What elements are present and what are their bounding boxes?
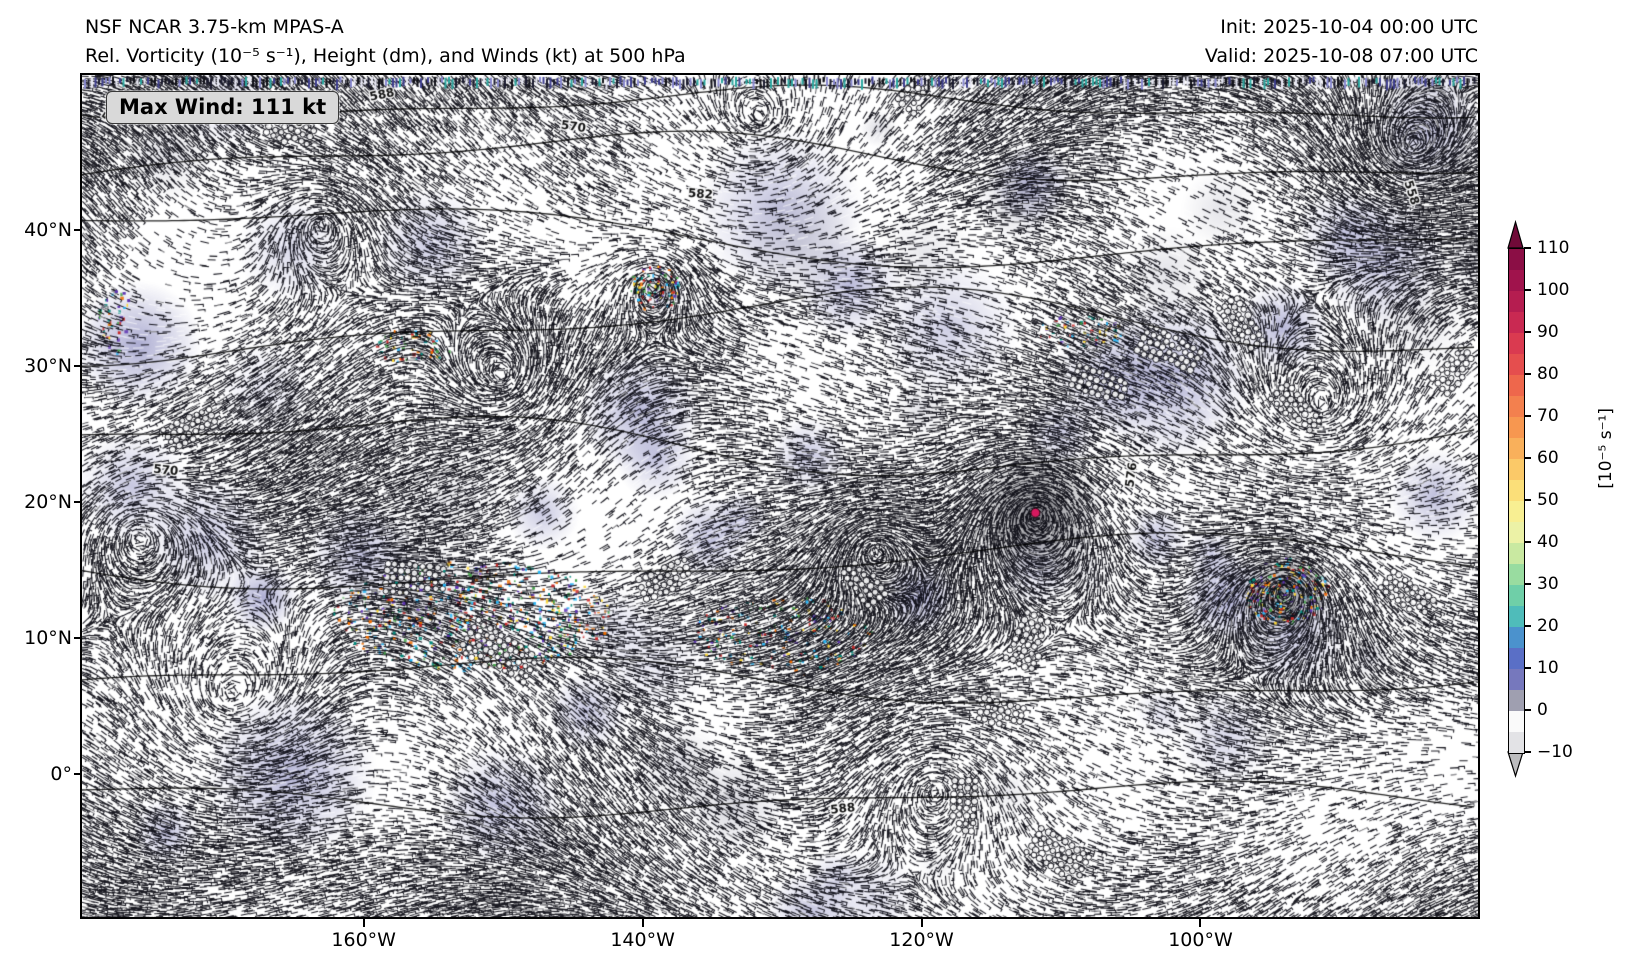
y-tick-label: 10°N: [24, 627, 72, 650]
colorbar-tick-mark: [1524, 373, 1531, 375]
colorbar-tick-label: 80: [1537, 364, 1559, 384]
colorbar-axis-label: [10⁻⁵ s⁻¹]: [1596, 408, 1616, 489]
colorbar-tick-mark: [1524, 751, 1531, 753]
colorbar-segment: [1509, 375, 1524, 396]
y-tick-label: 40°N: [24, 219, 72, 242]
y-tick-mark: [74, 501, 82, 504]
colorbar-tick-mark: [1524, 499, 1531, 501]
valid-time: Valid: 2025-10-08 07:00 UTC: [1204, 44, 1478, 67]
subtitle: Rel. Vorticity (10⁻⁵ s⁻¹), Height (dm), …: [85, 44, 686, 67]
colorbar-tick-mark: [1524, 289, 1531, 291]
x-tick-label: 120°W: [889, 929, 954, 951]
colorbar-segment: [1509, 501, 1524, 522]
y-tick-label: 0°: [50, 763, 72, 786]
title-block: NSF NCAR 3.75-km MPAS-A Rel. Vorticity (…: [85, 13, 686, 70]
colorbar-segment: [1509, 438, 1524, 459]
colorbar-tick-mark: [1524, 457, 1531, 459]
colorbar-tick-mark: [1524, 331, 1531, 333]
colorbar-segment: [1509, 396, 1524, 417]
colorbar-segment: [1509, 732, 1524, 753]
colorbar-tick-mark: [1524, 625, 1531, 627]
colorbar-tick-mark: [1524, 541, 1531, 543]
x-tick-mark: [1199, 919, 1202, 927]
colorbar-tick-label: 90: [1537, 322, 1559, 342]
colorbar-tick-label: 20: [1537, 616, 1559, 636]
colorbar-segment: [1509, 459, 1524, 480]
x-tick-label: 160°W: [331, 929, 396, 951]
colorbar-tick-mark: [1524, 415, 1531, 417]
y-tick-mark: [74, 637, 82, 640]
colorbar-tick-label: 110: [1537, 238, 1570, 258]
x-tick-label: 100°W: [1168, 929, 1233, 951]
x-tick-label: 140°W: [610, 929, 675, 951]
y-tick-mark: [74, 773, 82, 776]
colorbar-tick-label: 60: [1537, 448, 1559, 468]
max-wind-annotation: Max Wind: 111 kt: [106, 91, 340, 124]
colorbar-tick-label: −10: [1537, 742, 1573, 762]
colorbar-tick-mark: [1524, 667, 1531, 669]
y-tick-label: 20°N: [24, 491, 72, 514]
colorbar-segment: [1509, 417, 1524, 438]
colorbar-segment: [1509, 480, 1524, 501]
colorbar-tick-label: 100: [1537, 280, 1570, 300]
colorbar-tick-label: 50: [1537, 490, 1559, 510]
colorbar-segment: [1509, 564, 1524, 585]
x-tick-mark: [362, 919, 365, 927]
x-tick-mark: [641, 919, 644, 927]
colorbar-segment: [1509, 627, 1524, 648]
colorbar-tick-label: 40: [1537, 532, 1559, 552]
colorbar-segment: [1509, 711, 1524, 732]
colorbar-segment: [1509, 354, 1524, 375]
colorbar-tick-mark: [1524, 583, 1531, 585]
colorbar-tick-mark: [1524, 247, 1531, 249]
page-title: NSF NCAR 3.75-km MPAS-A: [85, 16, 344, 38]
colorbar-segment: [1509, 522, 1524, 543]
time-block: Init: 2025-10-04 00:00 UTC Valid: 2025-1…: [1205, 13, 1478, 70]
colorbar-tick-mark: [1524, 709, 1531, 711]
colorbar-gradient: [1508, 248, 1525, 754]
init-time: Init: 2025-10-04 00:00 UTC: [1220, 16, 1478, 38]
colorbar-segment: [1509, 669, 1524, 690]
colorbar-tick-label: 30: [1537, 574, 1559, 594]
colorbar-tick-label: 0: [1537, 700, 1548, 720]
y-tick-mark: [74, 229, 82, 232]
colorbar-tick-label: 10: [1537, 658, 1559, 678]
map-plot-area: [80, 73, 1480, 919]
colorbar-segment: [1509, 648, 1524, 669]
y-tick-mark: [74, 365, 82, 368]
y-tick-label: 30°N: [24, 355, 72, 378]
colorbar-segment: [1509, 585, 1524, 606]
colorbar-segment: [1509, 606, 1524, 627]
vorticity-wind-map-canvas: [82, 75, 1478, 917]
colorbar-segment: [1509, 333, 1524, 354]
colorbar-segment: [1509, 543, 1524, 564]
colorbar-segment: [1509, 690, 1524, 711]
colorbar-tick-label: 70: [1537, 406, 1559, 426]
colorbar-segment: [1509, 270, 1524, 291]
colorbar-segment: [1509, 291, 1524, 312]
max-wind-label: Max Wind: 111 kt: [119, 95, 327, 119]
colorbar-segment: [1509, 312, 1524, 333]
x-tick-mark: [920, 919, 923, 927]
colorbar-segment: [1509, 249, 1524, 270]
